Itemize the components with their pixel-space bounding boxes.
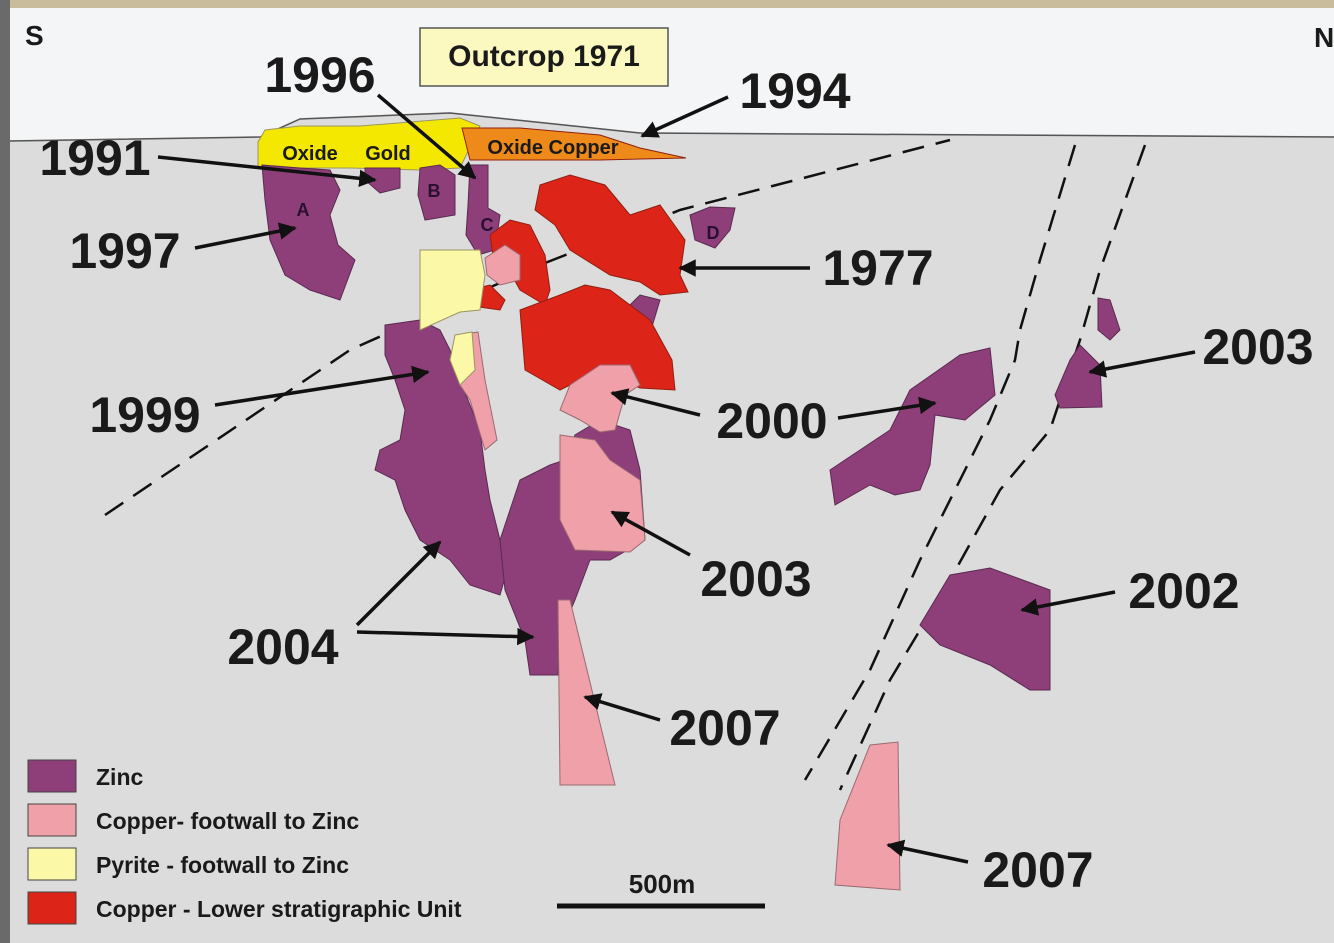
arrow [356, 627, 535, 646]
arrow [610, 510, 691, 557]
year-label: 2007 [669, 700, 780, 756]
arrow [837, 396, 937, 420]
lens-label: C [481, 215, 494, 235]
copper-footwall-body [484, 244, 521, 286]
pyrite-body [449, 331, 476, 386]
arrow [214, 365, 430, 407]
arrow [157, 155, 377, 188]
year-label: 2003 [1202, 319, 1313, 375]
unit-label: Oxide Copper [487, 137, 618, 159]
copper-footwall-body [559, 364, 641, 433]
copper-footwall-body [834, 741, 901, 891]
year-label: 1977 [822, 240, 933, 296]
lens-label: A [297, 200, 310, 220]
fault [838, 144, 1147, 791]
zinc-body [261, 164, 356, 301]
north-label: N [1314, 22, 1334, 53]
lens-label: B [428, 181, 441, 201]
arrow [1088, 350, 1196, 378]
legend-label: Copper - Lower stratigraphic Unit [96, 896, 462, 922]
year-label: 1997 [69, 223, 180, 279]
arrow [583, 693, 661, 722]
legend-swatch [27, 803, 77, 837]
zinc-body [689, 206, 736, 249]
oxide-copper [461, 127, 687, 161]
left-frame [0, 0, 10, 943]
copper-lower-body [519, 284, 676, 391]
arrow [1020, 590, 1116, 616]
unit-label: Gold [365, 143, 411, 165]
arrow [610, 388, 701, 417]
year-label: 2000 [716, 393, 827, 449]
year-label: 1994 [739, 63, 850, 119]
oxide-gold [257, 117, 481, 171]
legend-swatch [27, 759, 77, 793]
top-frame [0, 0, 1334, 8]
year-label: 2002 [1128, 563, 1239, 619]
lens-label: D [707, 223, 720, 243]
arrow [640, 95, 729, 138]
legend-label: Copper- footwall to Zinc [96, 808, 359, 834]
outcrop-box [419, 27, 669, 87]
legend: Zinc Copper- footwall to Zinc Pyrite - f… [27, 759, 462, 925]
zinc-body [919, 567, 1051, 691]
copper-footwall-body [557, 599, 616, 786]
fault [803, 144, 1077, 781]
legend-swatch [27, 847, 77, 881]
legend-swatch [27, 891, 77, 925]
zinc-body [829, 347, 996, 506]
arrow [355, 540, 442, 627]
pyrite-body [419, 249, 486, 331]
ground [10, 112, 1334, 943]
year-label: 1999 [89, 387, 200, 443]
year-label: 1996 [264, 47, 375, 103]
year-label: 1991 [39, 130, 150, 186]
copper-lower-body [534, 174, 689, 296]
scale-label: 500m [629, 869, 696, 899]
legend-label: Zinc [96, 764, 143, 790]
arrow [376, 93, 477, 180]
sky [10, 8, 1334, 140]
year-label: 2007 [982, 842, 1093, 898]
south-label: S [25, 20, 44, 51]
legend-label: Pyrite - footwall to Zinc [96, 852, 349, 878]
arrows [157, 93, 1196, 864]
arrow [886, 839, 969, 864]
year-label: 2003 [700, 551, 811, 607]
unit-label: Oxide [282, 143, 338, 165]
surface-line [9, 112, 1334, 142]
outcrop-label: Outcrop 1971 [448, 40, 640, 73]
zinc-body [417, 164, 456, 221]
zinc-body [1097, 297, 1121, 341]
arrow [194, 222, 297, 250]
year-label: 2004 [227, 619, 338, 675]
